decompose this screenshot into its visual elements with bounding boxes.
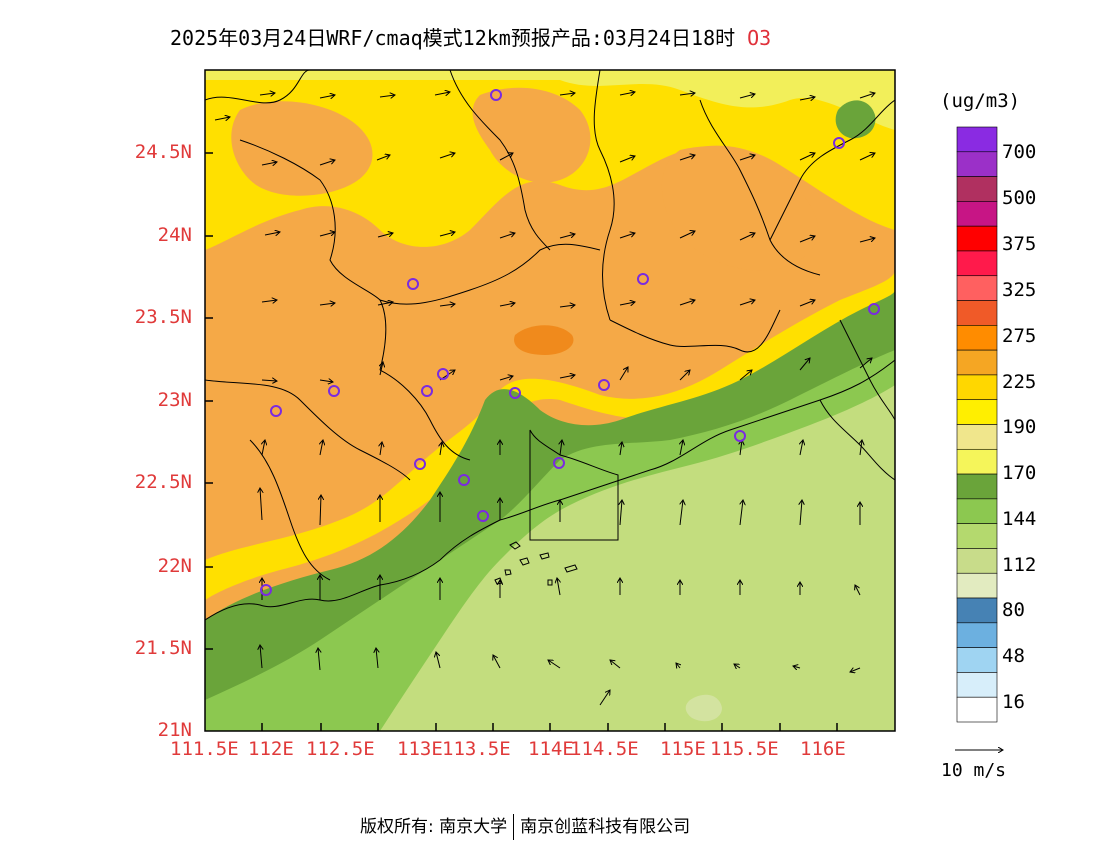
lat-label: 23.5N	[134, 306, 192, 328]
map-frame	[204, 69, 896, 732]
colorbar-swatch	[956, 572, 998, 599]
colorbar-swatch	[956, 622, 998, 648]
lon-label: 113.5E	[442, 738, 511, 760]
lon-label: 115E	[660, 738, 706, 760]
colorbar-label: 275	[1002, 325, 1037, 347]
colorbar-label: 80	[1002, 599, 1025, 621]
concentration-field	[205, 70, 895, 731]
colorbar-swatch	[956, 523, 998, 549]
lon-label: 114E	[528, 738, 574, 760]
unit-label: (ug/m3)	[940, 90, 1021, 112]
colorbar-swatch	[956, 448, 998, 475]
colorbar-swatch	[956, 548, 998, 574]
colorbar-swatch	[956, 250, 998, 277]
colorbar-swatch	[956, 424, 998, 450]
copyright: 版权所有: 南京大学 南京创蓝科技有限公司	[360, 812, 690, 840]
lat-label: 24N	[157, 224, 192, 246]
colorbar-swatch	[956, 473, 998, 500]
colorbar-swatch	[956, 300, 998, 326]
station-markers	[260, 89, 880, 596]
colorbar-label: 500	[1002, 187, 1037, 209]
colorbar-swatch	[956, 672, 998, 698]
colorbar-label: 700	[1002, 141, 1037, 163]
colorbar-swatch	[956, 325, 998, 351]
colorbar-swatch	[956, 349, 998, 376]
colorbar-swatch	[956, 399, 998, 425]
colorbar-swatch	[956, 151, 998, 177]
colorbar-swatch	[956, 696, 998, 723]
colorbar-label: 112	[1002, 554, 1037, 576]
lon-label: 111.5E	[170, 738, 239, 760]
colorbar-swatch	[956, 374, 998, 401]
colorbar-label: 144	[1002, 508, 1037, 530]
lat-label: 24.5N	[134, 141, 192, 163]
colorbar-label: 375	[1002, 233, 1037, 255]
colorbar-swatch	[956, 275, 998, 301]
lat-label: 21N	[157, 719, 192, 741]
wind-vectors	[214, 92, 875, 706]
copyright-divider	[513, 814, 515, 840]
colorbar-swatch	[956, 498, 998, 524]
colorbar-swatch	[956, 597, 998, 624]
lon-label: 115.5E	[710, 738, 779, 760]
colorbar-swatch	[956, 647, 998, 673]
colorbar-label: 48	[1002, 645, 1025, 667]
colorbar-label: 190	[1002, 416, 1037, 438]
copyright-right: 南京创蓝科技有限公司	[520, 817, 691, 837]
lon-label: 112E	[248, 738, 294, 760]
lon-label: 113E	[397, 738, 443, 760]
lon-label: 112.5E	[306, 738, 375, 760]
copyright-left: 版权所有: 南京大学	[360, 817, 508, 837]
colorbar-label: 16	[1002, 691, 1025, 713]
colorbar	[956, 126, 998, 723]
lon-label: 116E	[800, 738, 846, 760]
lat-label: 22.5N	[134, 471, 192, 493]
lat-label: 21.5N	[134, 637, 192, 659]
colorbar-swatch	[956, 225, 998, 252]
colorbar-label: 325	[1002, 279, 1037, 301]
colorbar-label: 225	[1002, 371, 1037, 393]
lat-label: 23N	[157, 389, 192, 411]
lat-label: 22N	[157, 555, 192, 577]
colorbar-swatch	[956, 176, 998, 202]
pollutant-label: O3	[747, 26, 772, 50]
colorbar-swatch	[956, 126, 998, 153]
page-title: 2025年03月24日WRF/cmaq模式12km预报产品:03月24日18时 O…	[170, 26, 772, 50]
wind-scale-label: 10 m/s	[941, 760, 1007, 781]
colorbar-label: 170	[1002, 462, 1037, 484]
colorbar-swatch	[956, 201, 998, 227]
lon-label: 114.5E	[570, 738, 639, 760]
